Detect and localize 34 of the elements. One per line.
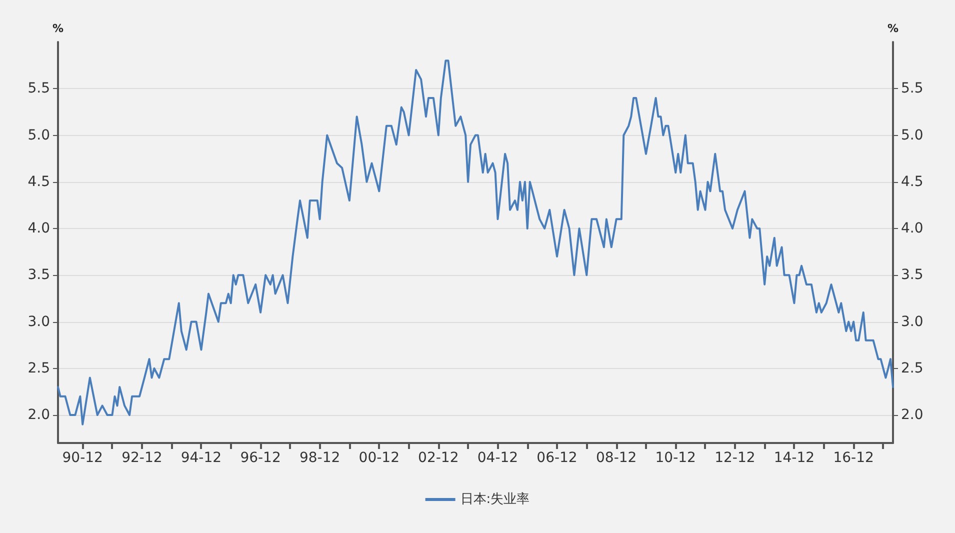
y-tick-label: 4.5 bbox=[28, 174, 50, 190]
y-tick-label: 2.0 bbox=[28, 407, 50, 424]
y-tick-label: 3.0 bbox=[28, 314, 50, 330]
y2-tick-label: 3.0 bbox=[901, 314, 924, 330]
y2-tick-label: 3.5 bbox=[901, 267, 924, 284]
y2-tick-label: 4.0 bbox=[901, 220, 924, 237]
x-tick-label: 12-12 bbox=[714, 450, 756, 466]
y2-tick-label: 2.5 bbox=[901, 360, 924, 376]
x-tick-label: 04-12 bbox=[477, 450, 518, 466]
x-tick-label: 08-12 bbox=[596, 450, 637, 466]
x-tick-label: 10-12 bbox=[655, 450, 696, 466]
y-tick-label: 5.5 bbox=[28, 80, 50, 97]
line-series bbox=[57, 60, 894, 426]
x-tick-label: 94-12 bbox=[180, 450, 222, 466]
x-tick-label: 14-12 bbox=[774, 450, 815, 466]
x-tick-label: 02-12 bbox=[418, 450, 459, 466]
x-tick-label: 06-12 bbox=[536, 450, 578, 466]
x-tick-label: 98-12 bbox=[299, 450, 340, 466]
y2-axis-title: % bbox=[887, 22, 899, 35]
y2-tick-label: 5.5 bbox=[901, 80, 924, 97]
y-tick-label: 2.5 bbox=[28, 360, 50, 376]
x-tick-label: 92-12 bbox=[122, 450, 162, 466]
y-axis-title: % bbox=[52, 22, 64, 35]
x-tick-label: 90-12 bbox=[62, 450, 103, 466]
x-tick-label: 00-12 bbox=[358, 450, 400, 466]
y-tick-label: 3.5 bbox=[28, 267, 50, 284]
x-tick-label: 96-12 bbox=[240, 450, 281, 466]
y2-tick-label: 2.0 bbox=[901, 407, 924, 424]
y-tick-label: 5.0 bbox=[28, 127, 50, 144]
y-tick-label: 4.0 bbox=[28, 220, 50, 237]
y2-tick-label: 4.5 bbox=[901, 174, 924, 190]
y2-tick-label: 5.0 bbox=[901, 127, 924, 144]
x-tick-label: 16-12 bbox=[833, 450, 874, 466]
legend-label: 日本:失业率 bbox=[460, 491, 530, 507]
